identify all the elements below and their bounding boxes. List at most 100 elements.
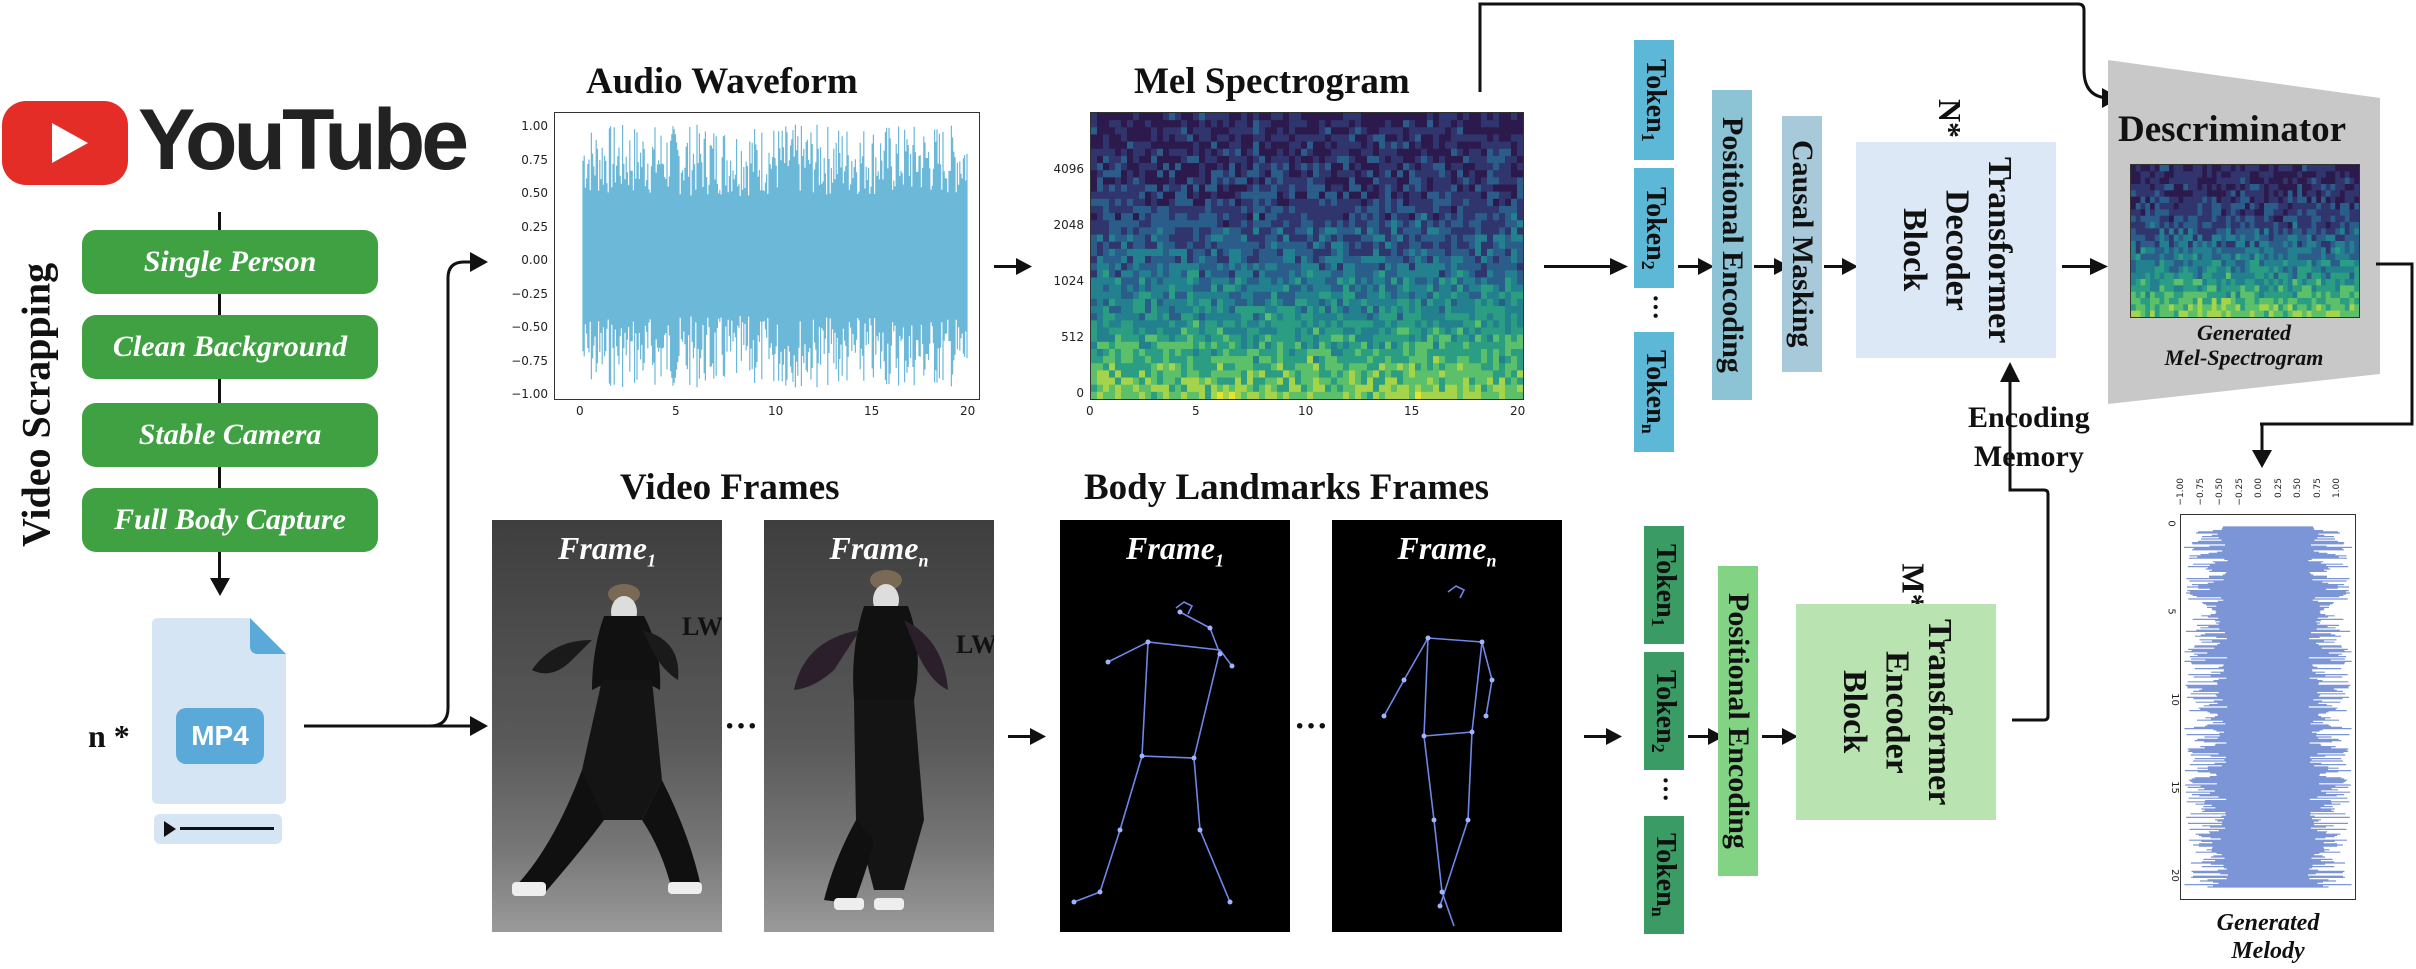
arrow-video-to-landmarks xyxy=(1008,728,1046,745)
waveform-y-tick: −1.00 xyxy=(511,387,548,401)
landmark-frame-1: Frame1 xyxy=(1060,520,1290,932)
melody-side-tick: 5 xyxy=(2165,608,2177,615)
melody-top-tick: −0.50 xyxy=(2215,478,2225,506)
melody-side-tick: 10 xyxy=(2168,693,2180,706)
discriminator-title: Descriminator xyxy=(2118,109,2347,150)
audio-waveform-plot xyxy=(554,112,980,400)
video-frames-title: Video Frames xyxy=(620,467,840,508)
melody-top-tick: 0.00 xyxy=(2254,478,2264,499)
landmark-frame-n-label: Framen xyxy=(1397,530,1497,571)
wall-sign: LW xyxy=(956,630,994,659)
generated-mel-caption: Generated Mel-Spectrogram xyxy=(2164,320,2324,371)
mel-x-tick: 5 xyxy=(1192,404,1200,418)
mp4-badge: MP4 xyxy=(176,708,264,764)
encoding-memory-label: Encoding Memory xyxy=(1968,401,2090,473)
transformer-decoder-block: Transformer Decoder Block xyxy=(1856,142,2056,358)
encoder-token-n: Tokenn xyxy=(1644,816,1684,934)
waveform-y-tick: 0.00 xyxy=(521,253,548,267)
melody-top-tick: −0.75 xyxy=(2195,478,2206,506)
encoder-token-2: Token2 xyxy=(1644,652,1684,770)
arrow-melody-connector xyxy=(2260,422,2382,426)
encoder-positional-encoding: Positional Encoding xyxy=(1718,566,1758,876)
video-frame-1-label: Frame1 xyxy=(558,530,656,571)
melody-top-tick: −0.25 xyxy=(2234,478,2245,506)
arrow-landmarks-to-tokens xyxy=(1584,728,1622,745)
encoding-memory-arrow xyxy=(2000,362,2050,722)
decoder-token-2: Token2 xyxy=(1634,168,1674,288)
file-count: n * xyxy=(88,718,130,754)
waveform-y-tick: −0.50 xyxy=(511,320,548,334)
arrow-down-to-melody xyxy=(2252,424,2272,468)
mel-spectrogram-plot xyxy=(1090,112,1524,400)
melody-side-tick: 15 xyxy=(2168,781,2180,794)
causal-masking: Causal Masking xyxy=(1782,116,1822,372)
transformer-encoder-block: Transformer Encoder Block xyxy=(1796,604,1996,820)
arrow-discriminator-to-melody xyxy=(2374,262,2414,426)
mel-y-tick: 2048 xyxy=(1053,218,1084,232)
waveform-x-tick: 5 xyxy=(672,404,680,418)
decoder-token-n: Tokenn xyxy=(1634,332,1674,452)
waveform-y-tick: −0.25 xyxy=(511,286,548,301)
filter-single-person: Single Person xyxy=(82,230,378,294)
mel-y-tick: 0 xyxy=(1076,386,1084,400)
dancer-silhouette-n xyxy=(794,570,948,910)
mel-x-tick: 10 xyxy=(1298,404,1314,418)
arrow-mel-to-tokens xyxy=(1544,258,1628,275)
youtube-logo: YouTube xyxy=(0,92,469,190)
dancer-silhouette-1 xyxy=(512,584,702,896)
arrow-pe-to-encoder xyxy=(1762,728,1798,745)
mel-y-tick: 4096 xyxy=(1053,162,1084,176)
melody-top-tick: 1.00 xyxy=(2332,478,2342,499)
decoder-token-1: Token1 xyxy=(1634,40,1674,160)
generated-melody-plot xyxy=(2180,514,2356,900)
skeleton-n xyxy=(1381,585,1495,927)
arrow-causal-to-decoder xyxy=(1824,258,1858,275)
mp4-file-icon: MP4 xyxy=(150,618,290,808)
waveform-signal xyxy=(582,124,968,388)
landmark-frame-n: Framen xyxy=(1332,520,1562,932)
video-frame-n: LW Framen xyxy=(764,520,994,932)
scrape-line xyxy=(218,212,221,592)
melody-side-tick: 20 xyxy=(2168,869,2180,882)
arrow-decoder-to-discriminator xyxy=(2062,258,2108,275)
waveform-y-tick: 0.75 xyxy=(521,152,548,167)
landmark-frames-dots: ··· xyxy=(1294,708,1329,745)
mel-x-tick: 20 xyxy=(1510,404,1526,418)
youtube-wordmark: YouTube xyxy=(138,92,469,188)
video-scrapping-label: Video Scrapping xyxy=(13,262,59,548)
waveform-x-tick: 0 xyxy=(576,404,584,418)
decoder-token-dots: ··· xyxy=(1641,294,1670,321)
file-branch-arrows xyxy=(304,252,488,736)
audio-waveform-title: Audio Waveform xyxy=(586,61,858,102)
waveform-y-tick: 0.25 xyxy=(521,219,548,234)
youtube-play-icon xyxy=(2,101,128,185)
melody-top-tick: 0.75 xyxy=(2312,478,2323,499)
video-frame-n-label: Framen xyxy=(829,530,929,571)
encoder-token-1: Token1 xyxy=(1644,526,1684,644)
arrow-wave-to-mel xyxy=(994,258,1032,275)
arrow-mel-to-discriminator xyxy=(1478,2,2120,108)
melody-top-tick: 0.25 xyxy=(2273,478,2284,499)
melody-side-tick: 0 xyxy=(2165,520,2177,527)
waveform-y-tick: 0.50 xyxy=(521,186,548,200)
generated-melody-caption: Generated Melody xyxy=(2216,910,2320,964)
decoder-positional-encoding: Positional Encoding xyxy=(1712,90,1752,400)
generated-mel-spectrogram xyxy=(2130,164,2360,318)
landmark-frame-1-label: Frame1 xyxy=(1126,530,1224,571)
waveform-y-tick: −0.75 xyxy=(511,353,548,368)
mel-spectrogram-title: Mel Spectrogram xyxy=(1134,61,1410,102)
video-frames-dots: ··· xyxy=(724,708,759,745)
filter-full-body-capture: Full Body Capture xyxy=(82,488,378,552)
decoder-repeat-label: N* xyxy=(1932,98,1969,139)
mel-x-tick: 15 xyxy=(1404,404,1420,418)
mel-y-tick: 1024 xyxy=(1053,274,1084,288)
skeleton-1 xyxy=(1071,601,1235,905)
waveform-x-tick: 20 xyxy=(960,404,976,418)
encoder-repeat-label: M* xyxy=(1895,563,1932,610)
video-frame-1: LW Frame1 xyxy=(492,520,722,932)
melody-top-tick: 0.50 xyxy=(2293,478,2303,499)
arrow-encoder-tokens-to-pe xyxy=(1688,728,1724,745)
melody-top-tick: −1.00 xyxy=(2176,478,2186,506)
video-player-bar xyxy=(154,814,282,844)
encoder-token-dots: ··· xyxy=(1651,776,1680,803)
